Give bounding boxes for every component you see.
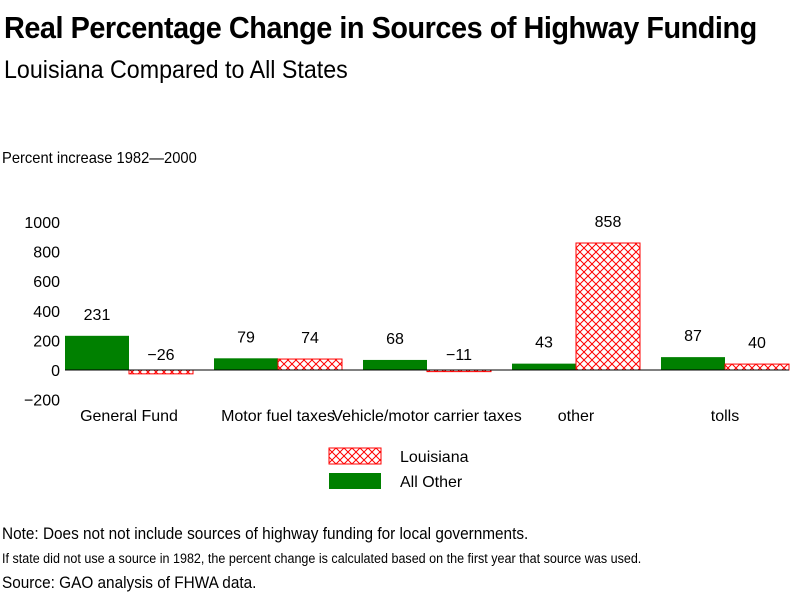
bar-all-other xyxy=(512,363,576,370)
y-tick-label: 800 xyxy=(33,245,60,262)
x-tick-label: tolls xyxy=(711,408,739,425)
legend-swatch-all-other xyxy=(329,473,381,489)
legend-swatch-louisiana xyxy=(328,447,382,465)
chart-title: Real Percentage Change in Sources of Hig… xyxy=(4,10,757,45)
x-tick-label: General Fund xyxy=(80,408,178,425)
y-tick-label: 1000 xyxy=(24,215,60,232)
bar-louisiana xyxy=(277,358,343,371)
legend-label: Louisiana xyxy=(400,449,469,466)
data-label: 40 xyxy=(748,335,766,352)
bar-all-other xyxy=(214,358,278,370)
x-tick-label: other xyxy=(558,408,595,425)
data-label: 68 xyxy=(386,331,404,348)
x-tick-label: Motor fuel taxes xyxy=(221,408,335,425)
data-label: 858 xyxy=(595,214,622,231)
chart-subtitle: Louisiana Compared to All States xyxy=(4,56,348,84)
bar-louisiana xyxy=(575,242,641,371)
y-tick-label: 200 xyxy=(33,333,60,350)
bar-louisiana xyxy=(724,363,790,371)
footnote-detail: If state did not use a source in 1982, t… xyxy=(2,551,642,566)
bar-all-other xyxy=(661,357,725,370)
data-label: −11 xyxy=(446,347,472,364)
y-axis-label: Percent increase 1982—2000 xyxy=(2,150,197,167)
data-label: 43 xyxy=(535,335,553,352)
y-tick-label: 400 xyxy=(33,304,60,321)
data-label: 74 xyxy=(301,330,319,347)
bar-all-other xyxy=(363,359,427,370)
x-tick-label: Vehicle/motor carrier taxes xyxy=(332,408,521,425)
y-tick-label: 600 xyxy=(33,274,60,291)
data-label: −26 xyxy=(147,347,174,364)
data-label: 79 xyxy=(237,329,255,346)
y-tick-label: −200 xyxy=(24,393,60,410)
data-label: 87 xyxy=(684,328,702,345)
footnote-note: Note: Does not not include sources of hi… xyxy=(2,525,529,543)
bar-louisiana xyxy=(128,369,194,375)
y-tick-label: 0 xyxy=(51,363,60,380)
data-label: 231 xyxy=(84,307,111,324)
legend-label: All Other xyxy=(400,474,463,491)
footnote-source: Source: GAO analysis of FHWA data. xyxy=(2,574,257,592)
bar-all-other xyxy=(65,335,129,370)
